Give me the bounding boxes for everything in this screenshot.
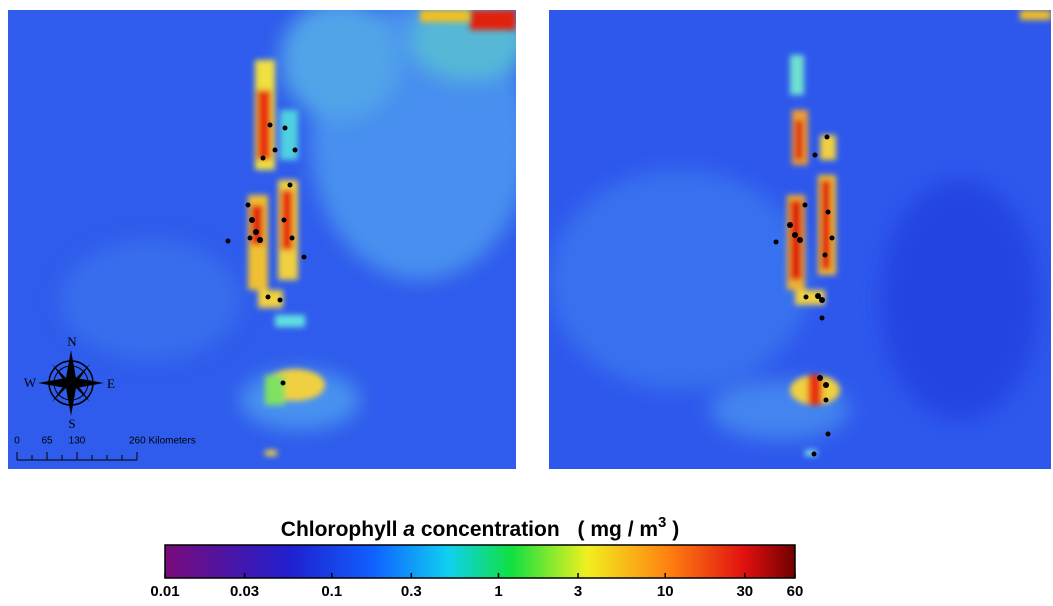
title-part: ) [666, 518, 679, 541]
tick-label: 0.01 [150, 583, 179, 600]
colorbar-title: Chlorophyll a concentration ( mg / m3 ) [281, 514, 679, 541]
title-part: Chlorophyll [281, 518, 398, 541]
tick-label: 1 [494, 583, 502, 600]
tick-label: 10 [657, 583, 674, 600]
tick-label: 3 [574, 583, 582, 600]
compass-label: W [24, 375, 37, 390]
title-part: 3 [658, 514, 666, 531]
scale-label: 0 [14, 436, 20, 447]
title-part: a [403, 518, 415, 541]
compass-label: E [107, 376, 115, 391]
tick-label: 0.03 [230, 583, 259, 600]
title-part: ( mg / m [578, 518, 659, 541]
page: N S W E 0 65 130 260 Kilometers [0, 0, 1053, 601]
scale-label: 260 Kilometers [129, 436, 196, 447]
tick-label: 0.3 [401, 583, 422, 600]
compass-label: N [67, 334, 77, 349]
tick-label: 60 [787, 583, 804, 600]
scale-label: 65 [41, 436, 53, 447]
colorbar [165, 545, 795, 578]
compass-label: S [68, 416, 75, 431]
scale-label: 130 [69, 436, 86, 447]
map-panel-right [549, 10, 1051, 469]
tick-label: 0.1 [321, 583, 342, 600]
title-part: concentration [421, 518, 560, 541]
tick-label: 30 [736, 583, 753, 600]
